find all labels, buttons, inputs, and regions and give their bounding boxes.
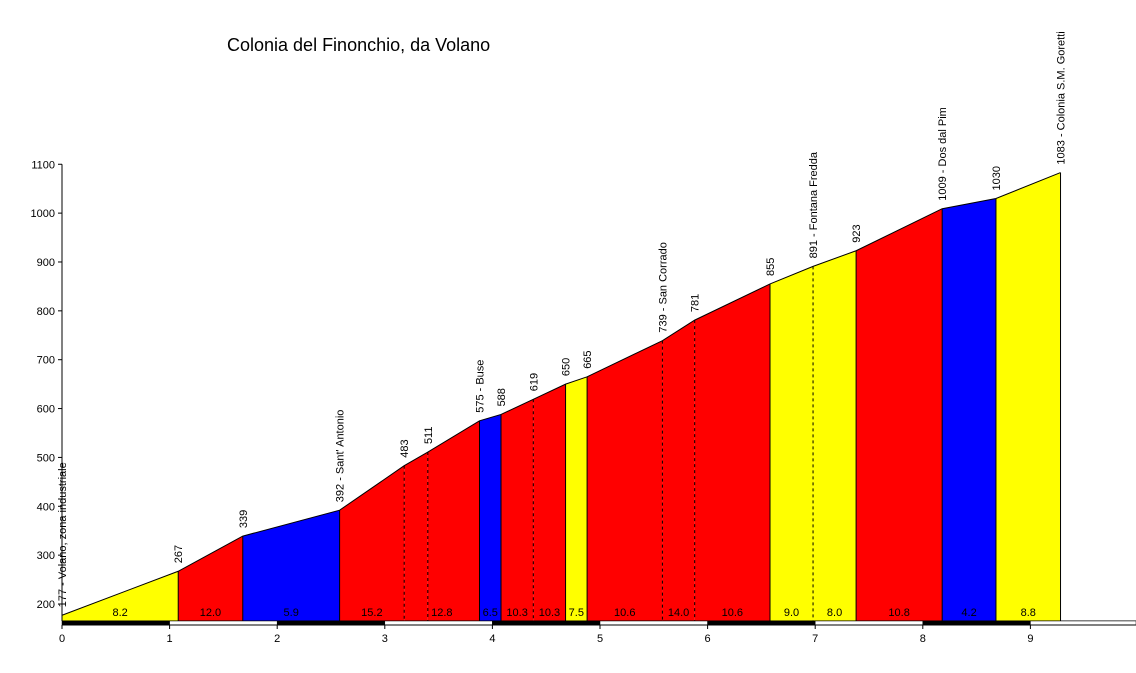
- segment-gradient-label: 12.0: [200, 607, 221, 619]
- elevation-point-label: 923: [851, 224, 863, 242]
- x-tick-label: 6: [705, 633, 711, 645]
- segment-gradient-label: 12.8: [431, 607, 452, 619]
- distance-bar-km: [814, 620, 924, 626]
- y-tick-label: 600: [37, 404, 55, 416]
- chart-title: Colonia del Finonchio, da Volano: [227, 35, 491, 55]
- distance-bar-km: [169, 620, 278, 626]
- elevation-point-label: 588: [496, 388, 508, 406]
- distance-bar-km: [384, 620, 493, 626]
- y-tick-label: 800: [37, 306, 55, 318]
- y-tick-label: 300: [37, 550, 55, 562]
- distance-bar-km: [922, 620, 1031, 626]
- profile-line: [61, 172, 1061, 616]
- profile-segment: [770, 266, 814, 621]
- y-tick-label: 1000: [31, 208, 55, 220]
- profile-segment: [813, 250, 857, 622]
- elevation-point-label: 650: [561, 358, 573, 376]
- distance-bar-km: [276, 620, 386, 626]
- elevation-point-label: 855: [765, 258, 777, 276]
- elevation-point-label: 392 - Sant' Antonio: [335, 410, 347, 503]
- elevation-point-label: 1009 - Dos dal Pim: [937, 107, 949, 201]
- y-tick-label: 500: [37, 452, 55, 464]
- elevation-point-label: 1083 - Colonia S.M. Goretti: [1056, 31, 1068, 164]
- profile-segment: [995, 172, 1061, 621]
- elevation-point-label: 1030: [991, 166, 1003, 190]
- segment-gradient-label: 10.8: [888, 607, 909, 619]
- segment-gradient-label: 6.5: [483, 607, 498, 619]
- x-tick-label: 2: [274, 633, 280, 645]
- segment-gradient-label: 10.6: [614, 607, 635, 619]
- elevation-point-label: 619: [528, 373, 540, 391]
- y-tick-label: 700: [37, 355, 55, 367]
- y-tick-label: 900: [37, 257, 55, 269]
- elevation-point-label: 511: [423, 426, 435, 444]
- segment-gradient-label: 4.2: [961, 607, 976, 619]
- elevation-point-label: 891 - Fontana Fredda: [808, 151, 820, 258]
- segment-gradient-label: 10.3: [506, 607, 527, 619]
- segment-gradient-label: 8.8: [1021, 607, 1036, 619]
- profile-segment: [178, 536, 243, 621]
- y-tick-label: 200: [37, 599, 55, 611]
- profile-segment: [501, 399, 534, 621]
- elevation-point-label: 739 - San Corrado: [657, 242, 669, 333]
- segment-gradient-label: 10.3: [539, 607, 560, 619]
- segment-gradient-label: 5.9: [284, 607, 299, 619]
- distance-bar-km: [61, 620, 170, 626]
- distance-bar-km: [707, 620, 816, 626]
- x-tick-label: 9: [1027, 633, 1033, 645]
- profile-segment: [694, 283, 771, 621]
- x-tick-label: 1: [167, 633, 173, 645]
- segment-gradient-label: 7.5: [569, 607, 584, 619]
- profile-segment: [565, 376, 588, 621]
- profile-segment: [427, 420, 480, 621]
- profile-segment: [339, 465, 405, 621]
- elevation-point-label: 177 - Volano, zona industriale: [57, 462, 69, 607]
- x-tick-label: 7: [812, 633, 818, 645]
- profile-segment: [533, 384, 566, 621]
- profile-segment: [856, 208, 943, 621]
- segment-gradient-label: 8.0: [827, 607, 842, 619]
- elevation-point-label: 665: [582, 350, 594, 368]
- profile-segment: [479, 414, 502, 621]
- y-tick-label: 400: [37, 501, 55, 513]
- profile-segment: [62, 571, 179, 621]
- x-tick-label: 0: [59, 633, 65, 645]
- profile-segment: [662, 320, 695, 621]
- x-tick-label: 5: [597, 633, 603, 645]
- elevation-point-label: 267: [173, 545, 185, 563]
- segment-gradient-label: 14.0: [668, 607, 689, 619]
- segment-gradient-label: 15.2: [361, 607, 382, 619]
- elevation-point-label: 339: [238, 510, 250, 528]
- x-tick-label: 3: [382, 633, 388, 645]
- distance-bar-km: [599, 620, 708, 626]
- profile-segment: [242, 510, 340, 621]
- elevation-point-label: 483: [399, 439, 411, 457]
- elevation-point-label: 781: [690, 294, 702, 312]
- profile-segment: [404, 452, 428, 621]
- distance-bar-km: [492, 620, 601, 626]
- distance-bar-km: [1030, 620, 1136, 626]
- segment-gradient-label: 9.0: [784, 607, 799, 619]
- profile-segment: [587, 340, 663, 621]
- profile-segment: [942, 198, 996, 621]
- x-tick-label: 8: [920, 633, 926, 645]
- y-tick-label: 1100: [31, 159, 55, 171]
- x-tick-label: 4: [489, 633, 495, 645]
- elevation-point-label: 575 - Buse: [474, 360, 486, 413]
- segment-gradient-label: 10.6: [722, 607, 743, 619]
- segment-gradient-label: 8.2: [112, 607, 127, 619]
